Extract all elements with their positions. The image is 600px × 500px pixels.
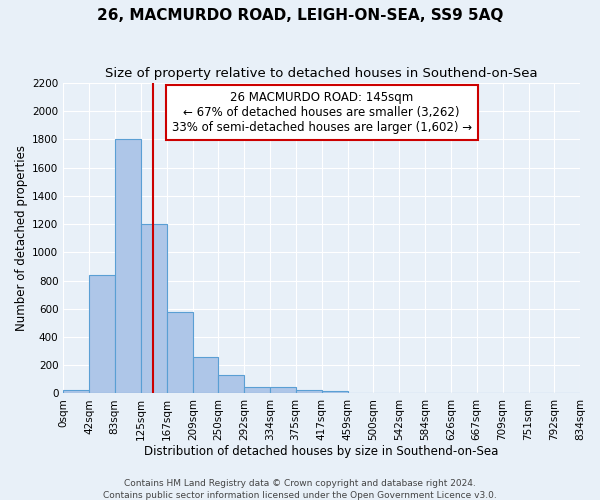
Bar [218,375,244,394]
Bar [244,387,270,394]
Text: 26, MACMURDO ROAD, LEIGH-ON-SEA, SS9 5AQ: 26, MACMURDO ROAD, LEIGH-ON-SEA, SS9 5AQ [97,8,503,22]
Bar [89,275,115,394]
Bar [141,224,167,394]
Y-axis label: Number of detached properties: Number of detached properties [15,145,28,331]
Title: Size of property relative to detached houses in Southend-on-Sea: Size of property relative to detached ho… [106,68,538,80]
Text: Contains HM Land Registry data © Crown copyright and database right 2024.
Contai: Contains HM Land Registry data © Crown c… [103,478,497,500]
Bar [167,312,193,394]
Bar [115,140,141,394]
Bar [63,390,89,394]
Bar [193,358,218,394]
Bar [322,391,347,394]
X-axis label: Distribution of detached houses by size in Southend-on-Sea: Distribution of detached houses by size … [145,444,499,458]
Bar [270,387,296,394]
Text: 26 MACMURDO ROAD: 145sqm
← 67% of detached houses are smaller (3,262)
33% of sem: 26 MACMURDO ROAD: 145sqm ← 67% of detach… [172,91,472,134]
Bar [296,390,322,394]
